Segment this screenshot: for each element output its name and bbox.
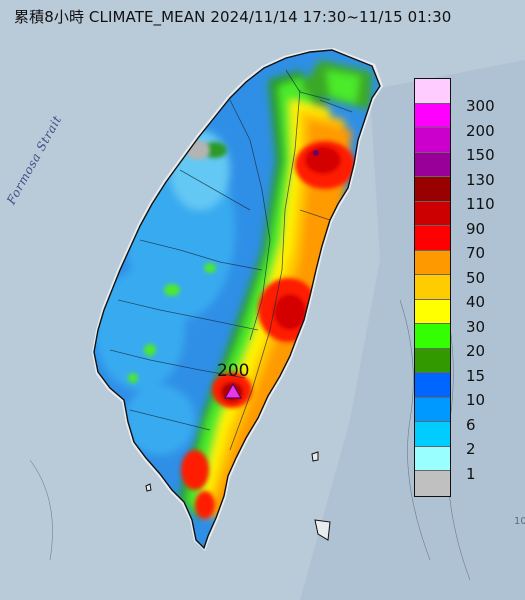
color-legend [414, 78, 451, 497]
island-outline [93, 49, 381, 550]
sea-shading [300, 60, 525, 600]
legend-label: 150 [466, 146, 495, 164]
legend-label: 90 [466, 219, 486, 238]
legend-swatch [415, 79, 450, 104]
legend-swatch [415, 275, 450, 300]
legend-label: 15 [466, 366, 486, 385]
legend-swatch [415, 128, 450, 153]
legend-label: 2 [466, 440, 476, 458]
legend-swatch [415, 201, 450, 226]
legend-swatch [415, 226, 450, 251]
legend-swatch [415, 103, 450, 128]
legend-swatch [415, 397, 450, 422]
legend-swatch [415, 152, 450, 177]
green-island [311, 451, 319, 462]
legend-label: 200 [466, 121, 495, 140]
station-dot [313, 150, 319, 156]
legend-swatch [415, 348, 450, 373]
liuqiu-island [145, 483, 152, 492]
station-markers [223, 150, 319, 399]
legend-label: 130 [466, 170, 495, 189]
legend-swatch [415, 422, 450, 447]
legend-label: 300 [466, 97, 495, 115]
legend-label: 30 [466, 317, 486, 336]
edge-text: 10 [514, 516, 525, 527]
legend-swatch [415, 446, 450, 471]
station-marker-triangle [223, 382, 243, 399]
legend-swatch [415, 324, 450, 349]
legend-label: 20 [466, 342, 486, 360]
legend-label: 70 [466, 244, 486, 262]
lanyu-island [314, 519, 331, 541]
legend-swatch [415, 373, 450, 398]
legend-label: 50 [466, 268, 486, 287]
legend-label: 10 [466, 391, 486, 409]
legend-label: 110 [466, 195, 495, 213]
legend-swatch [415, 177, 450, 202]
map-title: 累積8小時 CLIMATE_MEAN 2024/11/14 17:30~11/1… [14, 8, 452, 26]
legend-label: 6 [466, 415, 476, 434]
legend-label: 1 [466, 464, 476, 483]
legend-swatch [415, 299, 450, 324]
max-station-value: 200 [217, 361, 250, 381]
legend-label: 40 [466, 293, 486, 311]
legend-swatch [415, 250, 450, 275]
legend-swatch [415, 471, 450, 496]
